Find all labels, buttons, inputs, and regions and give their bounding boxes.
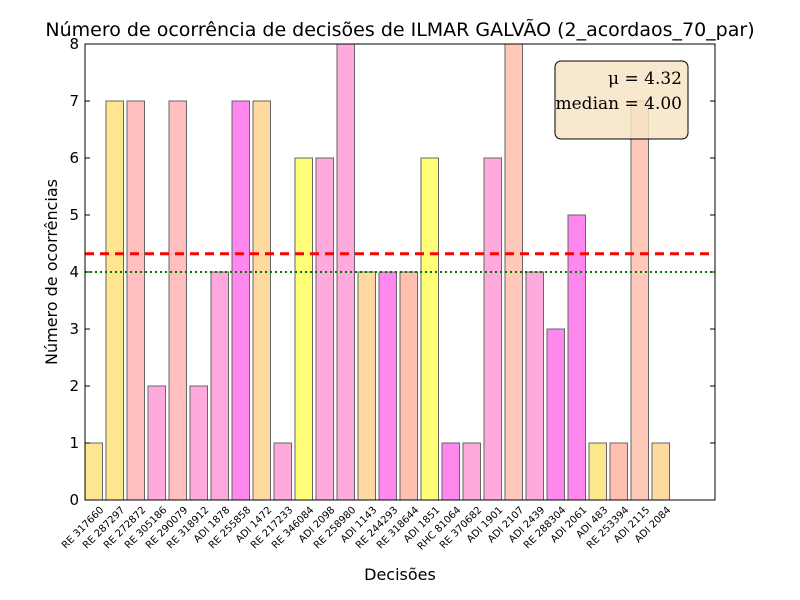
bar-re-305186 (147, 385, 166, 501)
bar-re-290079 (168, 100, 187, 501)
bar-adi-2061 (567, 214, 586, 501)
bar-re-318644 (399, 271, 418, 501)
bar-adi-1472 (252, 100, 271, 501)
y-tick-label: 5 (69, 206, 79, 224)
y-tick-label: 6 (69, 149, 79, 167)
legend-mean: μ = 4.32 (608, 69, 682, 89)
bar-re-272872 (126, 100, 145, 501)
bar-re-317660 (84, 442, 103, 501)
bar-adi-1901 (483, 157, 502, 501)
bar-re-217233 (273, 442, 292, 501)
y-tick-label: 4 (69, 263, 79, 281)
bar-re-288304 (546, 328, 565, 501)
bar-re-255858 (231, 100, 250, 501)
plot-frame (84, 43, 716, 501)
y-tick-label: 8 (69, 35, 79, 53)
x-axis-label: Decisões (364, 565, 436, 584)
stats-legend-box (554, 60, 689, 140)
y-tick-label: 3 (69, 320, 79, 338)
y-axis-label: Número de ocorrências (42, 179, 61, 365)
bar-re-287297 (105, 100, 124, 501)
y-ticks-group: 0 1 2 3 4 5 6 7 8 (69, 35, 715, 509)
y-tick-label: 0 (69, 491, 79, 509)
bar-adi-2115 (630, 100, 649, 501)
bar-adi-2084 (651, 442, 670, 501)
bar-adi-483 (588, 442, 607, 501)
bar-rhc-81064 (441, 442, 460, 501)
bar-adi-1878 (210, 271, 229, 501)
stats-legend: μ = 4.32 median = 4.00 (554, 60, 689, 140)
bar-adi-1851 (420, 157, 439, 501)
bar-re-318912 (189, 385, 208, 501)
bar-adi-2098 (315, 157, 334, 501)
y-tick-label: 7 (69, 92, 79, 110)
bar-adi-1143 (357, 271, 376, 501)
y-tick-label: 2 (69, 377, 79, 395)
bar-adi-2439 (525, 271, 544, 501)
chart-title: Número de ocorrência de decisões de ILMA… (45, 18, 754, 41)
y-tick-label: 1 (69, 434, 79, 452)
bar-re-346084 (294, 157, 313, 501)
legend-median: median = 4.00 (556, 94, 683, 114)
bar-re-244293 (378, 271, 397, 501)
bar-re-253394 (609, 442, 628, 501)
bar-adi-2107 (504, 43, 523, 501)
bars-group (84, 43, 670, 501)
bar-re-370682 (462, 442, 481, 501)
